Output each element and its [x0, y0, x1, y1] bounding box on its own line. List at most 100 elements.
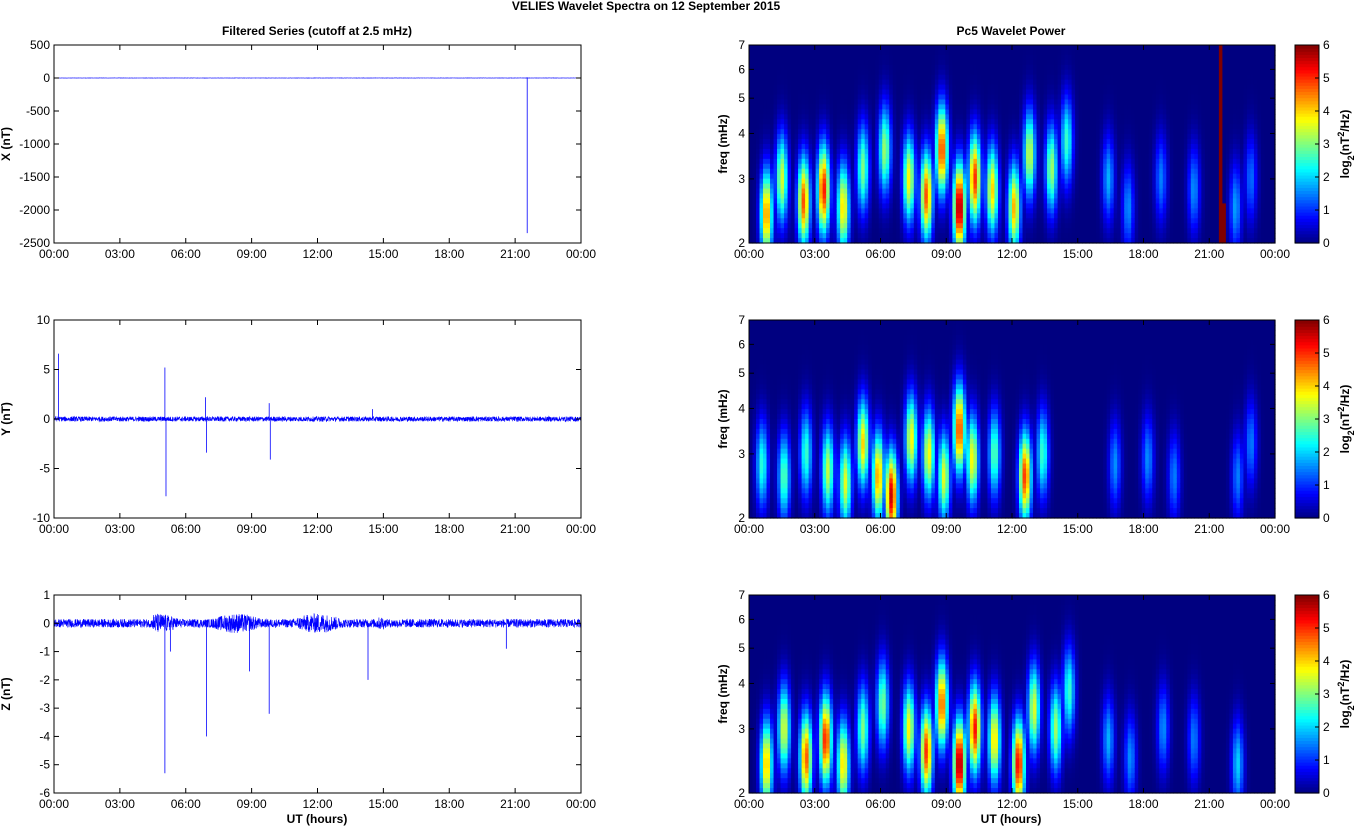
wavelet-x-cell: [1019, 134, 1023, 140]
wavelet-x-cell: [1100, 179, 1104, 185]
wavelet-x-cell: [886, 164, 890, 170]
wavelet-x-cell: [956, 194, 960, 200]
wavelet-x-cell: [868, 114, 872, 120]
wavelet-x-cell: [1103, 55, 1107, 61]
wavelet-x-cell: [1012, 99, 1016, 105]
wavelet-x-cell: [767, 184, 771, 190]
wavelet-x-cell: [1016, 129, 1020, 135]
wavelet-x-cell: [844, 154, 848, 160]
wavelet-x-cell: [802, 70, 806, 76]
wavelet-x-cell: [826, 223, 830, 229]
wavelet-x-cell: [1044, 179, 1048, 185]
wavelet-x-cell: [854, 203, 858, 209]
wavelet-x-cell: [1103, 179, 1107, 185]
wavelet-x-cell: [798, 164, 802, 170]
wavelet-x-cell: [1082, 174, 1086, 180]
wavelet-x-cell: [1023, 189, 1027, 195]
wavelet-x-cell: [1149, 55, 1153, 61]
wavelet-x-cell: [893, 169, 897, 175]
wavelet-x-cell: [760, 80, 764, 86]
wavelet-x-cell: [826, 99, 830, 105]
wavelet-x-cell: [826, 194, 830, 200]
wavelet-x-cell: [973, 174, 977, 180]
wavelet-x-cell: [1100, 139, 1104, 145]
wavelet-x-cell: [1131, 104, 1135, 110]
wavelet-x-cell: [784, 174, 788, 180]
wavelet-x-cell: [851, 119, 855, 125]
wavelet-x-cell: [1051, 149, 1055, 155]
wavelet-x-cell: [1005, 90, 1009, 96]
wavelet-x-cell: [1086, 169, 1090, 175]
wavelet-x-cell: [854, 104, 858, 110]
wavelet-x-cell: [1138, 218, 1142, 224]
wavelet-x-cell: [760, 164, 764, 170]
wavelet-x-cell: [966, 164, 970, 170]
wavelet-x-cell: [826, 198, 830, 204]
wavelet-x-cell: [1001, 139, 1005, 145]
wavelet-x-cell: [886, 189, 890, 195]
wavelet-x-cell: [802, 228, 806, 234]
wavelet-x-cell: [1089, 184, 1093, 190]
wavelet-x-cell: [851, 55, 855, 61]
wavelet-x-cell: [1093, 203, 1097, 209]
wavelet-x-cell: [753, 223, 757, 229]
wavelet-x-cell: [889, 149, 893, 155]
wavelet-x-cell: [767, 149, 771, 155]
wavelet-x-cell: [984, 164, 988, 170]
wavelet-x-cell: [1054, 194, 1058, 200]
wavelet-x-cell: [959, 139, 963, 145]
wavelet-x-cell: [917, 99, 921, 105]
wavelet-x-cell: [875, 114, 879, 120]
wavelet-x-cell: [756, 218, 760, 224]
wavelet-x-cell: [1103, 99, 1107, 105]
wavelet-x-cell: [1103, 95, 1107, 101]
wavelet-x-cell: [1008, 144, 1012, 150]
wavelet-x-cell: [1135, 129, 1139, 135]
wavelet-x-cell: [931, 223, 935, 229]
wavelet-x-cell: [1082, 85, 1086, 91]
wavelet-x-cell: [1019, 154, 1023, 160]
wavelet-x-cell: [812, 184, 816, 190]
wavelet-x-cell: [928, 154, 932, 160]
wavelet-x-cell: [844, 114, 848, 120]
wavelet-x-cell: [1089, 164, 1093, 170]
wavelet-x-cell: [1016, 228, 1020, 234]
wavelet-x-cell: [1054, 198, 1058, 204]
wavelet-x-cell: [935, 95, 939, 101]
wavelet-x-cell: [952, 144, 956, 150]
wavelet-x-cell: [917, 50, 921, 56]
wavelet-x-cell: [938, 139, 942, 145]
wavelet-x-cell: [963, 124, 967, 130]
wavelet-x-cell: [987, 208, 991, 214]
wavelet-x-cell: [942, 134, 946, 140]
wavelet-x-cell: [914, 95, 918, 101]
wavelet-x-cell: [1047, 164, 1051, 170]
wavelet-x-cell: [963, 70, 967, 76]
wavelet-x-cell: [1012, 154, 1016, 160]
wavelet-x-cell: [980, 65, 984, 71]
wavelet-x-cell: [900, 90, 904, 96]
wavelet-x-cell: [973, 45, 977, 51]
wavelet-x-cell: [963, 80, 967, 86]
wavelet-x-cell: [1093, 75, 1097, 81]
wavelet-x-cell: [970, 203, 974, 209]
wavelet-x-cell: [1131, 119, 1135, 125]
wavelet-x-cell: [949, 124, 953, 130]
wavelet-x-cell: [1149, 75, 1153, 81]
wavelet-x-cell: [879, 80, 883, 86]
wavelet-x-cell: [984, 194, 988, 200]
wavelet-x-cell: [970, 104, 974, 110]
wavelet-x-cell: [952, 109, 956, 115]
wavelet-x-cell: [781, 203, 785, 209]
wavelet-x-cell: [945, 134, 949, 140]
wavelet-x-cell: [823, 154, 827, 160]
wavelet-x-cell: [882, 198, 886, 204]
wavelet-x-cell: [942, 198, 946, 204]
wavelet-x-cell: [1114, 179, 1118, 185]
wavelet-x-cell: [935, 144, 939, 150]
wavelet-x-cell: [1131, 198, 1135, 204]
wavelet-x-cell: [998, 129, 1002, 135]
wavelet-x-cell: [928, 179, 932, 185]
wavelet-x-cell: [1159, 50, 1163, 56]
wavelet-x-cell: [777, 159, 781, 165]
